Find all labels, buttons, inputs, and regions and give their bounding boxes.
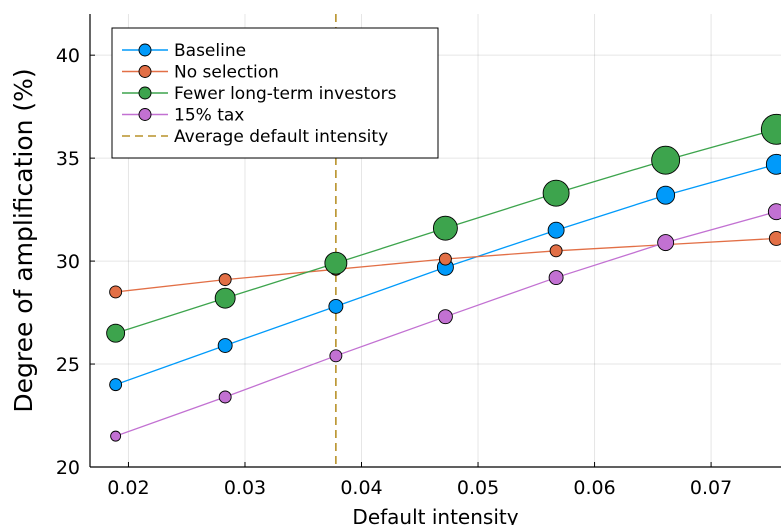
data-point-0	[656, 185, 676, 205]
data-point-2	[106, 323, 126, 343]
data-point-0	[765, 153, 781, 175]
data-point-3	[329, 349, 343, 363]
legend-marker	[138, 43, 152, 57]
data-point-2	[542, 179, 570, 207]
data-point-0	[547, 221, 565, 239]
legend-label: Average default intensity	[174, 127, 388, 147]
data-point-1	[768, 230, 781, 246]
legend-label: No selection	[174, 63, 279, 83]
axes	[89, 14, 781, 468]
y-tick-label: 30	[56, 251, 80, 273]
data-point-3	[767, 203, 781, 221]
legend-label: 15% tax	[174, 106, 244, 126]
x-tick-label: 0.06	[573, 477, 615, 499]
data-point-1	[109, 285, 123, 299]
data-point-3	[657, 234, 675, 252]
data-point-1	[549, 244, 563, 258]
data-point-0	[217, 338, 233, 353]
data-point-3	[218, 390, 232, 404]
y-tick-label: 25	[56, 354, 80, 376]
y-tick-label: 20	[56, 457, 80, 479]
data-point-3	[437, 309, 453, 325]
data-point-1	[218, 273, 232, 287]
data-point-2	[324, 251, 348, 275]
data-point-3	[110, 430, 122, 442]
tick-labels: 0.02 0.03 0.04 0.05 0.06 0.07 20 25 30 35 40	[56, 45, 732, 499]
y-tick-label: 35	[56, 148, 80, 170]
x-axis-label: Default intensity	[352, 505, 518, 525]
legend-marker	[138, 86, 152, 100]
data-point-0	[328, 298, 344, 314]
data-point-0	[109, 378, 123, 392]
x-tick-label: 0.07	[690, 477, 732, 499]
data-point-2	[651, 145, 681, 175]
data-point-2	[214, 287, 236, 309]
data-point-3	[548, 270, 564, 286]
legend-marker	[138, 65, 152, 78]
data-point-1	[438, 252, 452, 266]
data-point-2	[432, 215, 458, 241]
plot-area	[106, 14, 781, 467]
data-point-2	[760, 113, 781, 145]
legend-label: Baseline	[174, 41, 246, 61]
legend-label: Fewer long-term investors	[174, 84, 397, 104]
y-tick-label: 40	[56, 45, 80, 67]
y-axis-label: Degree of amplification (%)	[9, 68, 38, 412]
x-tick-label: 0.02	[107, 477, 149, 499]
x-tick-label: 0.05	[457, 477, 499, 499]
x-tick-label: 0.04	[340, 477, 382, 499]
x-tick-label: 0.03	[224, 477, 266, 499]
legend-marker	[138, 108, 152, 121]
